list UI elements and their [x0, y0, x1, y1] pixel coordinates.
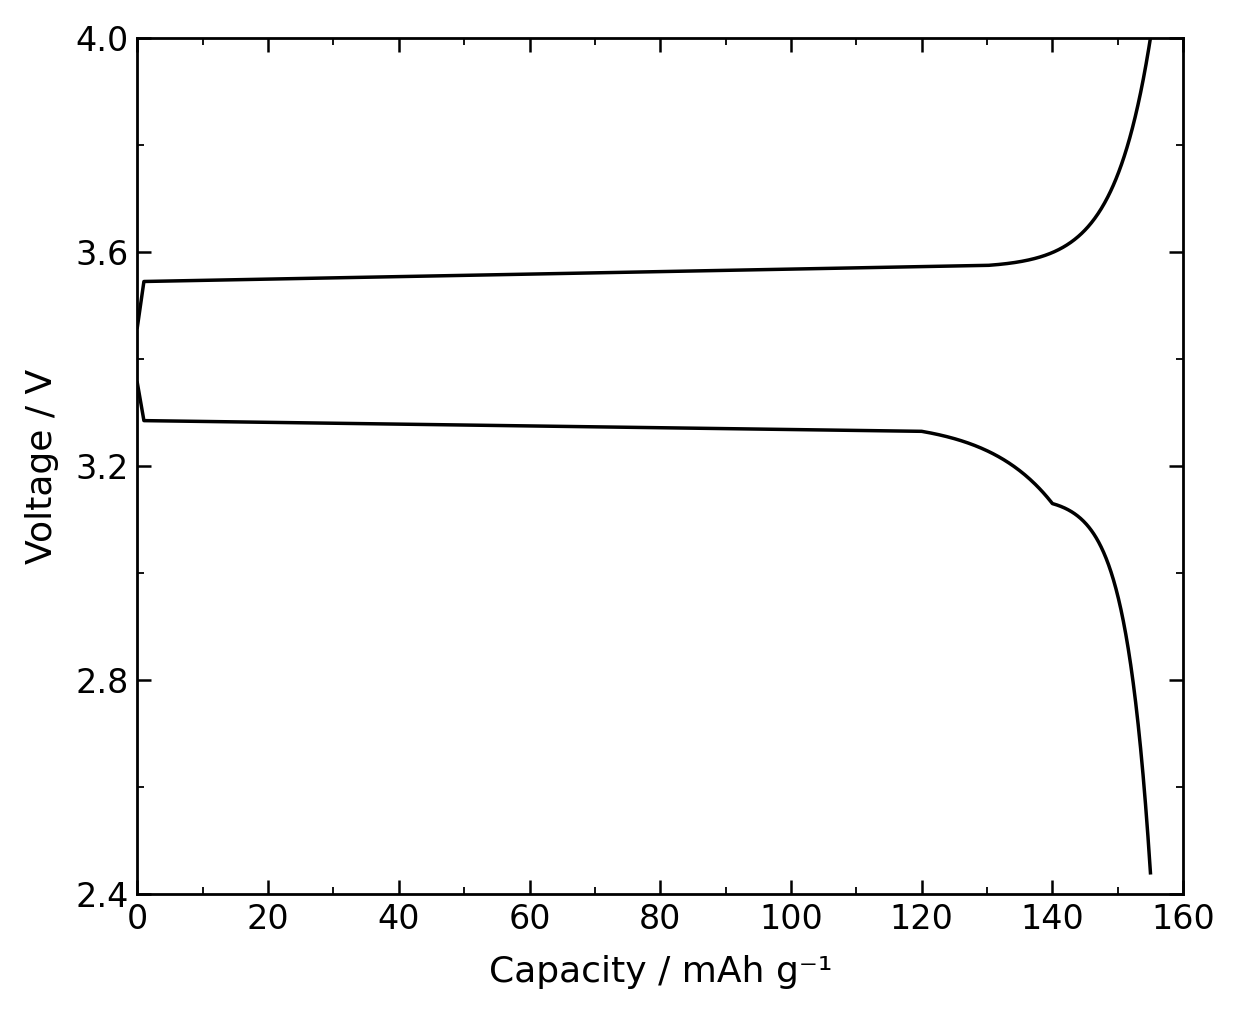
Y-axis label: Voltage / V: Voltage / V: [25, 368, 60, 564]
X-axis label: Capacity / mAh g⁻¹: Capacity / mAh g⁻¹: [489, 955, 832, 989]
